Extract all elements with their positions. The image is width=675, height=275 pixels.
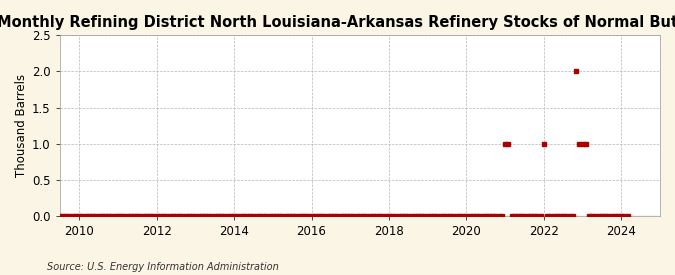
Title: Monthly Refining District North Louisiana-Arkansas Refinery Stocks of Normal But: Monthly Refining District North Louisian…	[0, 15, 675, 30]
Y-axis label: Thousand Barrels: Thousand Barrels	[15, 74, 28, 177]
Text: Source: U.S. Energy Information Administration: Source: U.S. Energy Information Administ…	[47, 262, 279, 272]
